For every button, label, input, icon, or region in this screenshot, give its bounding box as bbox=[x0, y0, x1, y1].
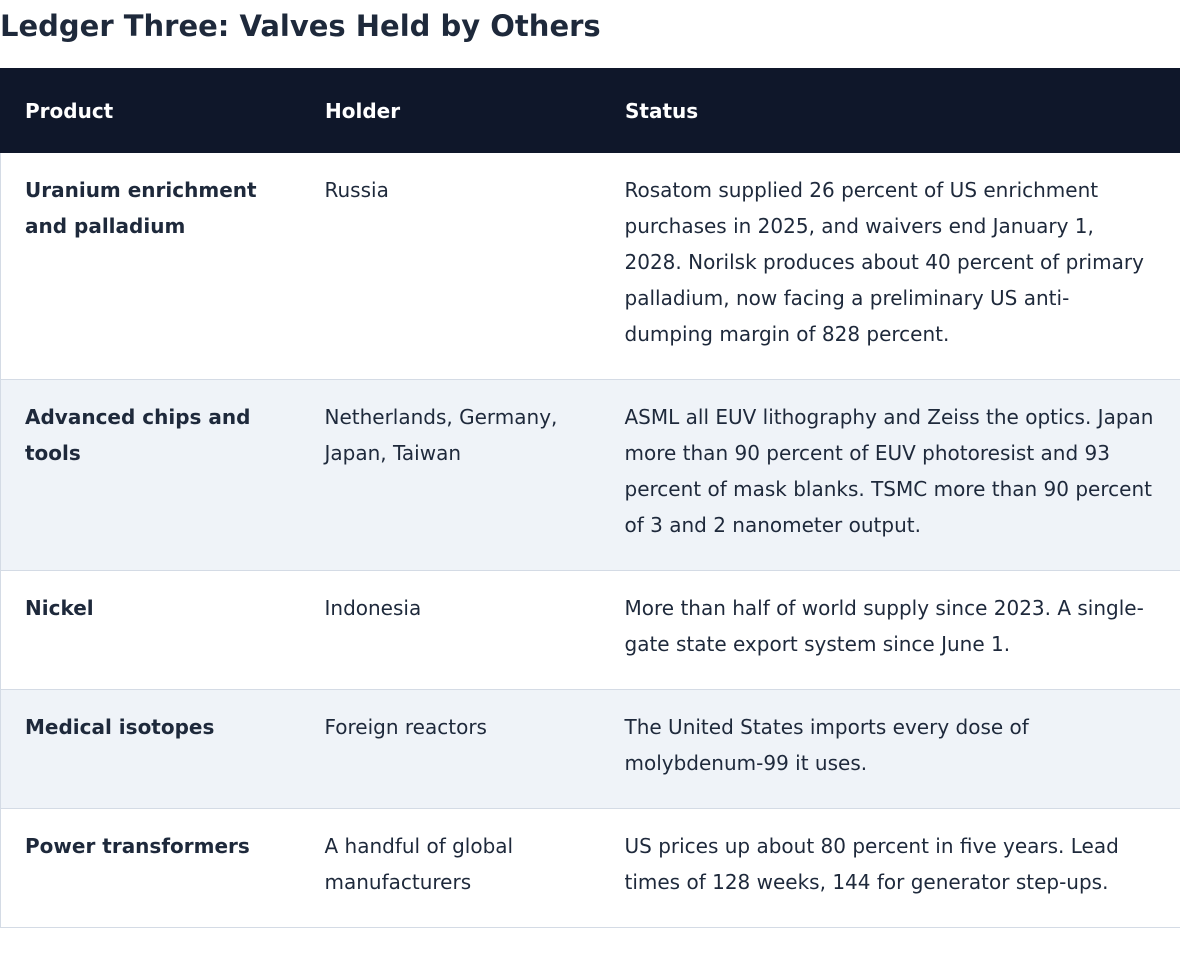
product-cell: Medical isotopes bbox=[0, 689, 301, 809]
table-row: Advanced chips and tools Netherlands, Ge… bbox=[0, 379, 1180, 571]
ledger-table: Product Holder Status Uranium enrichment… bbox=[0, 68, 1180, 928]
column-header-product: Product bbox=[0, 68, 301, 153]
status-cell: More than half of world supply since 202… bbox=[600, 570, 1180, 690]
product-cell: Uranium enrichment and palladium bbox=[0, 152, 301, 380]
table-row: Medical isotopes Foreign reactors The Un… bbox=[0, 689, 1180, 809]
page-title: Ledger Three: Valves Held by Others bbox=[0, 9, 601, 43]
table-row: Uranium enrichment and palladium Russia … bbox=[0, 152, 1180, 380]
table-header: Product Holder Status bbox=[0, 68, 1180, 153]
status-cell: The United States imports every dose of … bbox=[600, 689, 1180, 809]
product-cell: Nickel bbox=[0, 570, 301, 690]
product-cell: Advanced chips and tools bbox=[0, 379, 301, 571]
holder-cell: Netherlands, Germany, Japan, Taiwan bbox=[300, 379, 601, 571]
column-header-status: Status bbox=[600, 68, 1180, 153]
holder-cell: Indonesia bbox=[300, 570, 601, 690]
status-cell: US prices up about 80 percent in five ye… bbox=[600, 808, 1180, 928]
column-header-holder: Holder bbox=[300, 68, 601, 153]
table-header-row: Product Holder Status bbox=[0, 68, 1180, 153]
table-body: Uranium enrichment and palladium Russia … bbox=[0, 152, 1180, 928]
holder-cell: Russia bbox=[300, 152, 601, 380]
status-cell: Rosatom supplied 26 percent of US enrich… bbox=[600, 152, 1180, 380]
status-cell: ASML all EUV lithography and Zeiss the o… bbox=[600, 379, 1180, 571]
table-row: Nickel Indonesia More than half of world… bbox=[0, 570, 1180, 690]
product-cell: Power transformers bbox=[0, 808, 301, 928]
holder-cell: Foreign reactors bbox=[300, 689, 601, 809]
table-row: Power transformers A handful of global m… bbox=[0, 808, 1180, 928]
holder-cell: A handful of global manufacturers bbox=[300, 808, 601, 928]
